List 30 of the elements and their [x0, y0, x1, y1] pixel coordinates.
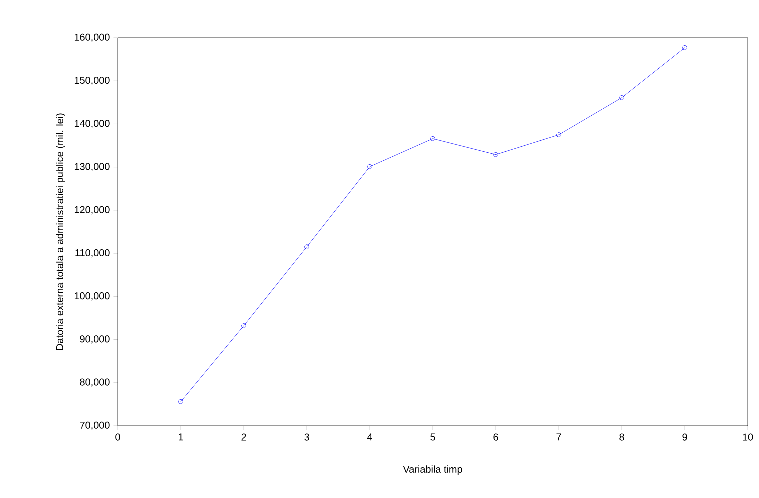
point [494, 152, 498, 158]
x-tick-label: 7 [556, 434, 562, 441]
point [368, 164, 372, 170]
x-tick-label: 10 [743, 434, 754, 441]
y-axis-title: Datoria externa totala a administratiei publice (mil. lei) [56, 114, 66, 350]
y-tick-label: 130,000 [74, 163, 110, 172]
x-tick-label: 1 [178, 434, 184, 441]
point [304, 244, 310, 250]
x-tick-label: 5 [430, 434, 436, 441]
y-tick-label: 90,000 [80, 336, 110, 344]
x-tick-label: 6 [494, 434, 498, 441]
y-tick-label: 110,000 [76, 249, 110, 258]
x-tick-label: 3 [304, 434, 310, 441]
y-tick-label: 160,000 [74, 34, 110, 42]
y-tick-label: 120,000 [74, 206, 110, 215]
y-tick-label: 80,000 [80, 378, 110, 388]
point [430, 136, 436, 142]
y-tick-label: 150,000 [74, 77, 110, 86]
y-tick-label: 100,000 [74, 292, 110, 301]
x-tick-label: 9 [682, 434, 688, 441]
point [620, 96, 624, 100]
x-tick-label: 0 [116, 434, 120, 441]
x-tick-label: 4 [367, 434, 372, 441]
x-tick-label: 8 [620, 434, 624, 441]
x-axis-title: Variabila timp [403, 466, 462, 475]
y-tick-label: 70,000 [80, 422, 110, 430]
point [242, 324, 246, 328]
x-tick-label: 2 [242, 434, 246, 441]
point [556, 132, 562, 138]
y-tick-label: 140,000 [74, 120, 110, 128]
